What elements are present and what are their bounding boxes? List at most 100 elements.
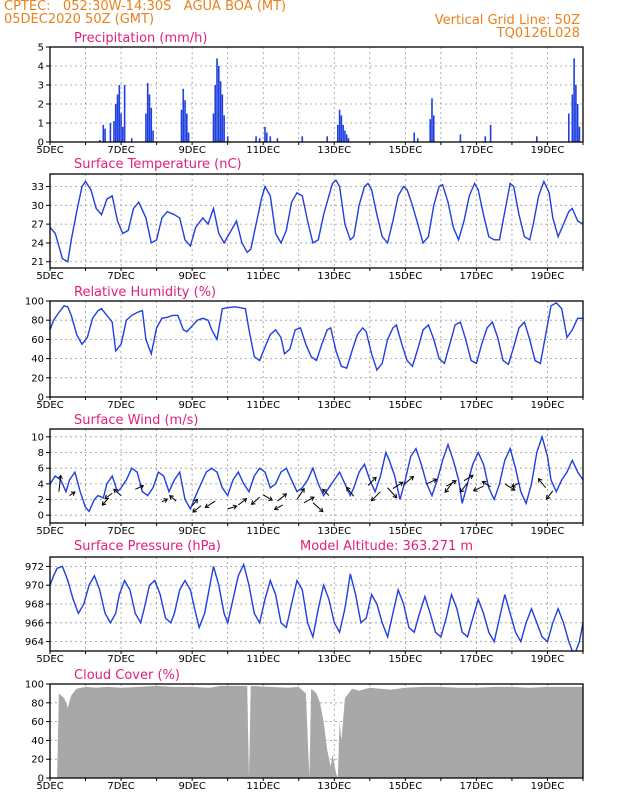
header-model-id: TQ0126L028 [496,26,580,41]
precip-ytick-label: 4 [38,62,44,73]
precip-bar [269,136,272,142]
wind-vector-arrow [426,478,438,485]
wind-vector-arrow [113,488,122,496]
precip-title: Precipitation (mm/h) [74,31,207,46]
wind-vector-arrow [104,492,113,500]
wind-xtick-label: 5DEC [36,526,63,537]
wind-vector-arrow [192,505,202,513]
wind-vector-arrow [161,498,169,503]
pressure-xtick-label: 7DEC [107,654,134,665]
temp-frame [49,173,584,269]
wind-panel: 0 2 4 6 8 10 5DEC 7DEC 9DEC 11DEC 13DEC 15DEC 17DEC 1… [31,413,584,537]
precip-ytick-label: 0 [38,138,44,149]
rh-xtick-label: 11DEC [246,400,280,411]
rh-ytick-label: 40 [31,354,44,365]
temp-xtick-label: 17DEC [460,271,494,282]
pressure-xtick-label: 15DEC [388,654,422,665]
wind-vector-arrow [370,491,381,502]
temp-xtick-label: 9DEC [178,271,205,282]
pressure-ytick-label: 964 [25,637,44,648]
precip-bar [338,109,341,142]
precip-bar [576,104,579,142]
precip-bar [536,136,538,142]
precip-bar [489,124,492,142]
precip-bar [573,58,575,142]
precip-bar [217,66,220,142]
wind-vector-arrow [101,497,110,506]
wind-vector-arrow [262,494,274,501]
cloud-area [50,685,583,778]
precip-bar [226,136,229,142]
precip-bar [187,132,190,142]
temp-xtick-label: 13DEC [317,271,351,282]
wind-xtick-label: 9DEC [178,526,205,537]
precip-bar [459,134,462,142]
temp-title: Surface Temperature (nC) [74,157,242,172]
wind-vector-arrow [504,483,516,491]
wind-vector-arrow [511,482,520,488]
wind-vector-arrow [545,490,554,500]
wind-ytick-label: 4 [38,479,44,490]
pressure-ytick-label: 970 [25,581,44,592]
precip-bar [432,115,435,142]
precip-bar [152,130,154,142]
wind-vector-arrow [238,498,248,506]
cloud-xtick-label: 17DEC [460,781,494,792]
precip-bar [102,124,105,142]
precip-bar [413,132,416,142]
precip-bar [347,138,350,142]
precip-xtick-label: 9DEC [178,145,205,156]
precip-bar [214,85,217,142]
precip-xtick-label: 15DEC [388,145,422,156]
precip-bar [429,119,432,142]
cloud-title: Cloud Cover (%) [74,668,180,683]
precip-ytick-label: 5 [38,43,44,54]
wind-vector-arrow [312,502,324,513]
wind-vector-arrow [57,474,63,492]
wind-ytick-label: 6 [38,464,44,475]
pressure-title: Surface Pressure (hPa) [74,539,221,554]
pressure-ytick-label: 966 [25,618,44,629]
pressure-annotation: Model Altitude: 363.271 m [300,539,473,554]
header-datetime: 05DEC2020 50Z (GMT) [4,12,155,27]
pressure-xtick-label: 13DEC [317,654,351,665]
wind-vector-arrow [191,498,199,507]
pressure-xtick-label: 19DEC [531,654,565,665]
wind-title: Surface Wind (m/s) [74,413,198,428]
precip-bar [578,126,581,142]
temp-xtick-label: 11DEC [246,271,280,282]
precip-xtick-label: 5DEC [36,145,63,156]
precip-bar [150,107,153,142]
rh-ytick-label: 100 [25,297,44,308]
rh-ytick-label: 20 [31,373,44,384]
pressure-ytick-label: 972 [25,562,44,573]
precip-bar [219,81,222,142]
precip-bar [146,83,149,142]
pressure-series-line [50,562,583,651]
wind-vector-arrow [387,487,398,499]
precip-bar [145,113,147,142]
wind-ytick-label: 2 [38,495,44,506]
rh-xtick-label: 5DEC [36,400,63,411]
precip-bar [567,113,570,142]
wind-vector-arrow [403,475,415,486]
precip-bar [180,109,183,142]
cloud-xtick-label: 7DEC [107,781,134,792]
rh-xtick-label: 19DEC [531,400,565,411]
wind-ytick-label: 0 [38,511,44,522]
cloud-xtick-label: 15DEC [388,781,422,792]
wind-vector-arrow [367,476,377,486]
wind-vector-arrow [346,486,355,497]
precip-bar [216,58,218,142]
precip-bar [342,124,344,142]
precip-xtick-label: 11DEC [246,145,280,156]
cloud-ytick-label: 80 [31,698,44,709]
precip-bar [114,104,117,142]
precip-xtick-label: 17DEC [460,145,494,156]
precip-ytick-label: 2 [38,100,44,111]
temp-ytick-label: 27 [31,220,44,231]
temp-panel: 21 24 27 30 33 5DEC 7DEC 9DEC 11DEC 13DEC 15DEC 17D… [31,157,584,282]
precip-bar [122,126,124,142]
rh-series-line [50,302,583,372]
